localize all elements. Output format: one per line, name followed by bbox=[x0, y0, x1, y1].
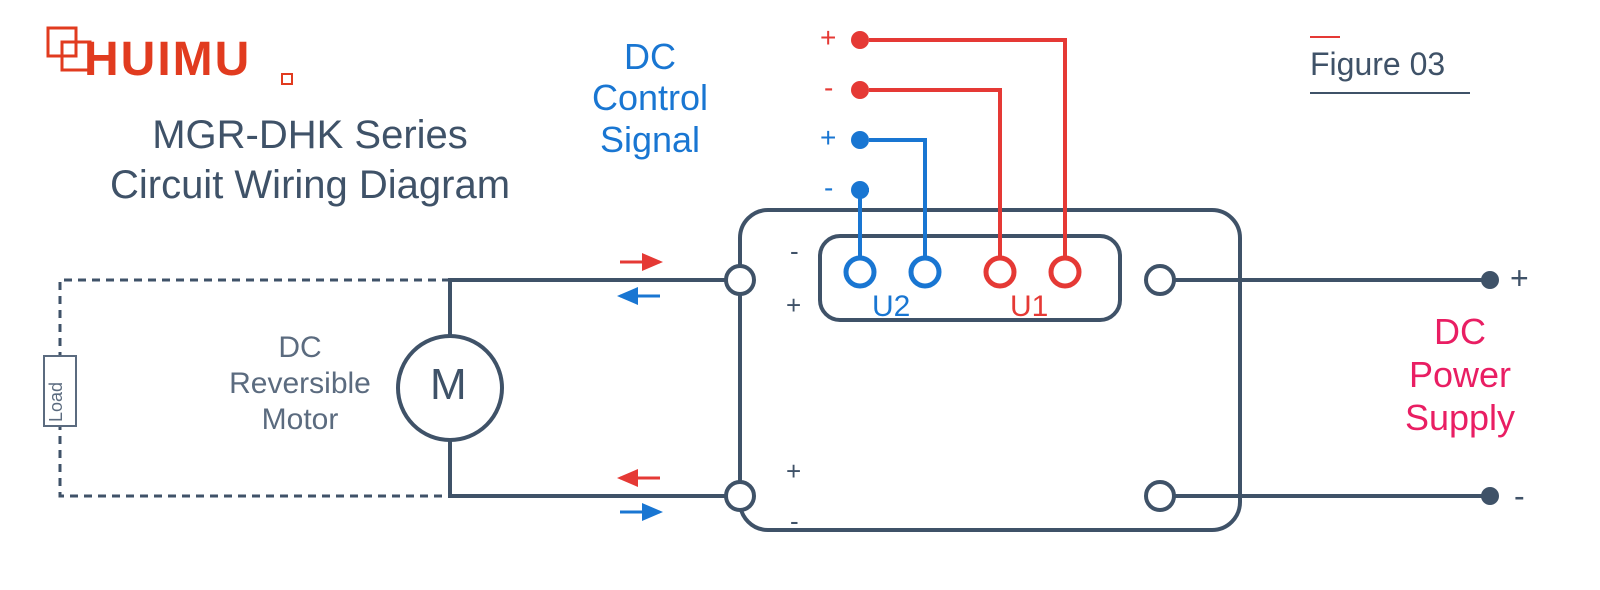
power-node-plus bbox=[1481, 271, 1499, 289]
terminal-u2-b bbox=[911, 258, 939, 286]
module-left-bottom-plus: + bbox=[786, 456, 801, 487]
power-minus: - bbox=[1514, 478, 1525, 515]
u2-label: U2 bbox=[872, 290, 910, 324]
sig1-minus: - bbox=[824, 72, 833, 104]
signal1-minus-wire bbox=[869, 90, 1000, 258]
signal2-minus-wire bbox=[860, 190, 869, 258]
u1-label: U1 bbox=[1010, 290, 1048, 324]
signal1-minus-dot bbox=[851, 81, 869, 99]
signal1-plus-wire bbox=[869, 40, 1065, 258]
sig2-plus: + bbox=[820, 122, 836, 154]
signal2-plus-wire bbox=[869, 140, 925, 258]
signal2-plus-dot bbox=[851, 131, 869, 149]
diagram-canvas: HUIMU Figure 03 MGR-DHK Series Circuit W… bbox=[0, 0, 1600, 590]
wire-motor-top bbox=[450, 280, 726, 336]
wire-motor-bottom bbox=[450, 440, 726, 496]
sig1-plus: + bbox=[820, 22, 836, 54]
load-dashed-loop bbox=[60, 280, 450, 496]
power-plus: + bbox=[1510, 260, 1529, 297]
module-left-bottom-terminal bbox=[726, 482, 754, 510]
module-left-top-minus: - bbox=[790, 236, 799, 267]
terminal-u2-a bbox=[846, 258, 874, 286]
terminal-u1-b bbox=[1051, 258, 1079, 286]
signal1-plus-dot bbox=[851, 31, 869, 49]
module-left-top-terminal bbox=[726, 266, 754, 294]
power-node-minus bbox=[1481, 487, 1499, 505]
module-left-top-plus: + bbox=[786, 290, 801, 321]
load-label: Load bbox=[46, 382, 67, 422]
terminal-u1-a bbox=[986, 258, 1014, 286]
module-left-bottom-minus: - bbox=[790, 506, 799, 537]
motor-letter: M bbox=[430, 360, 467, 410]
module-right-bottom-terminal bbox=[1146, 482, 1174, 510]
module-right-top-terminal bbox=[1146, 266, 1174, 294]
sig2-minus: - bbox=[824, 172, 833, 204]
